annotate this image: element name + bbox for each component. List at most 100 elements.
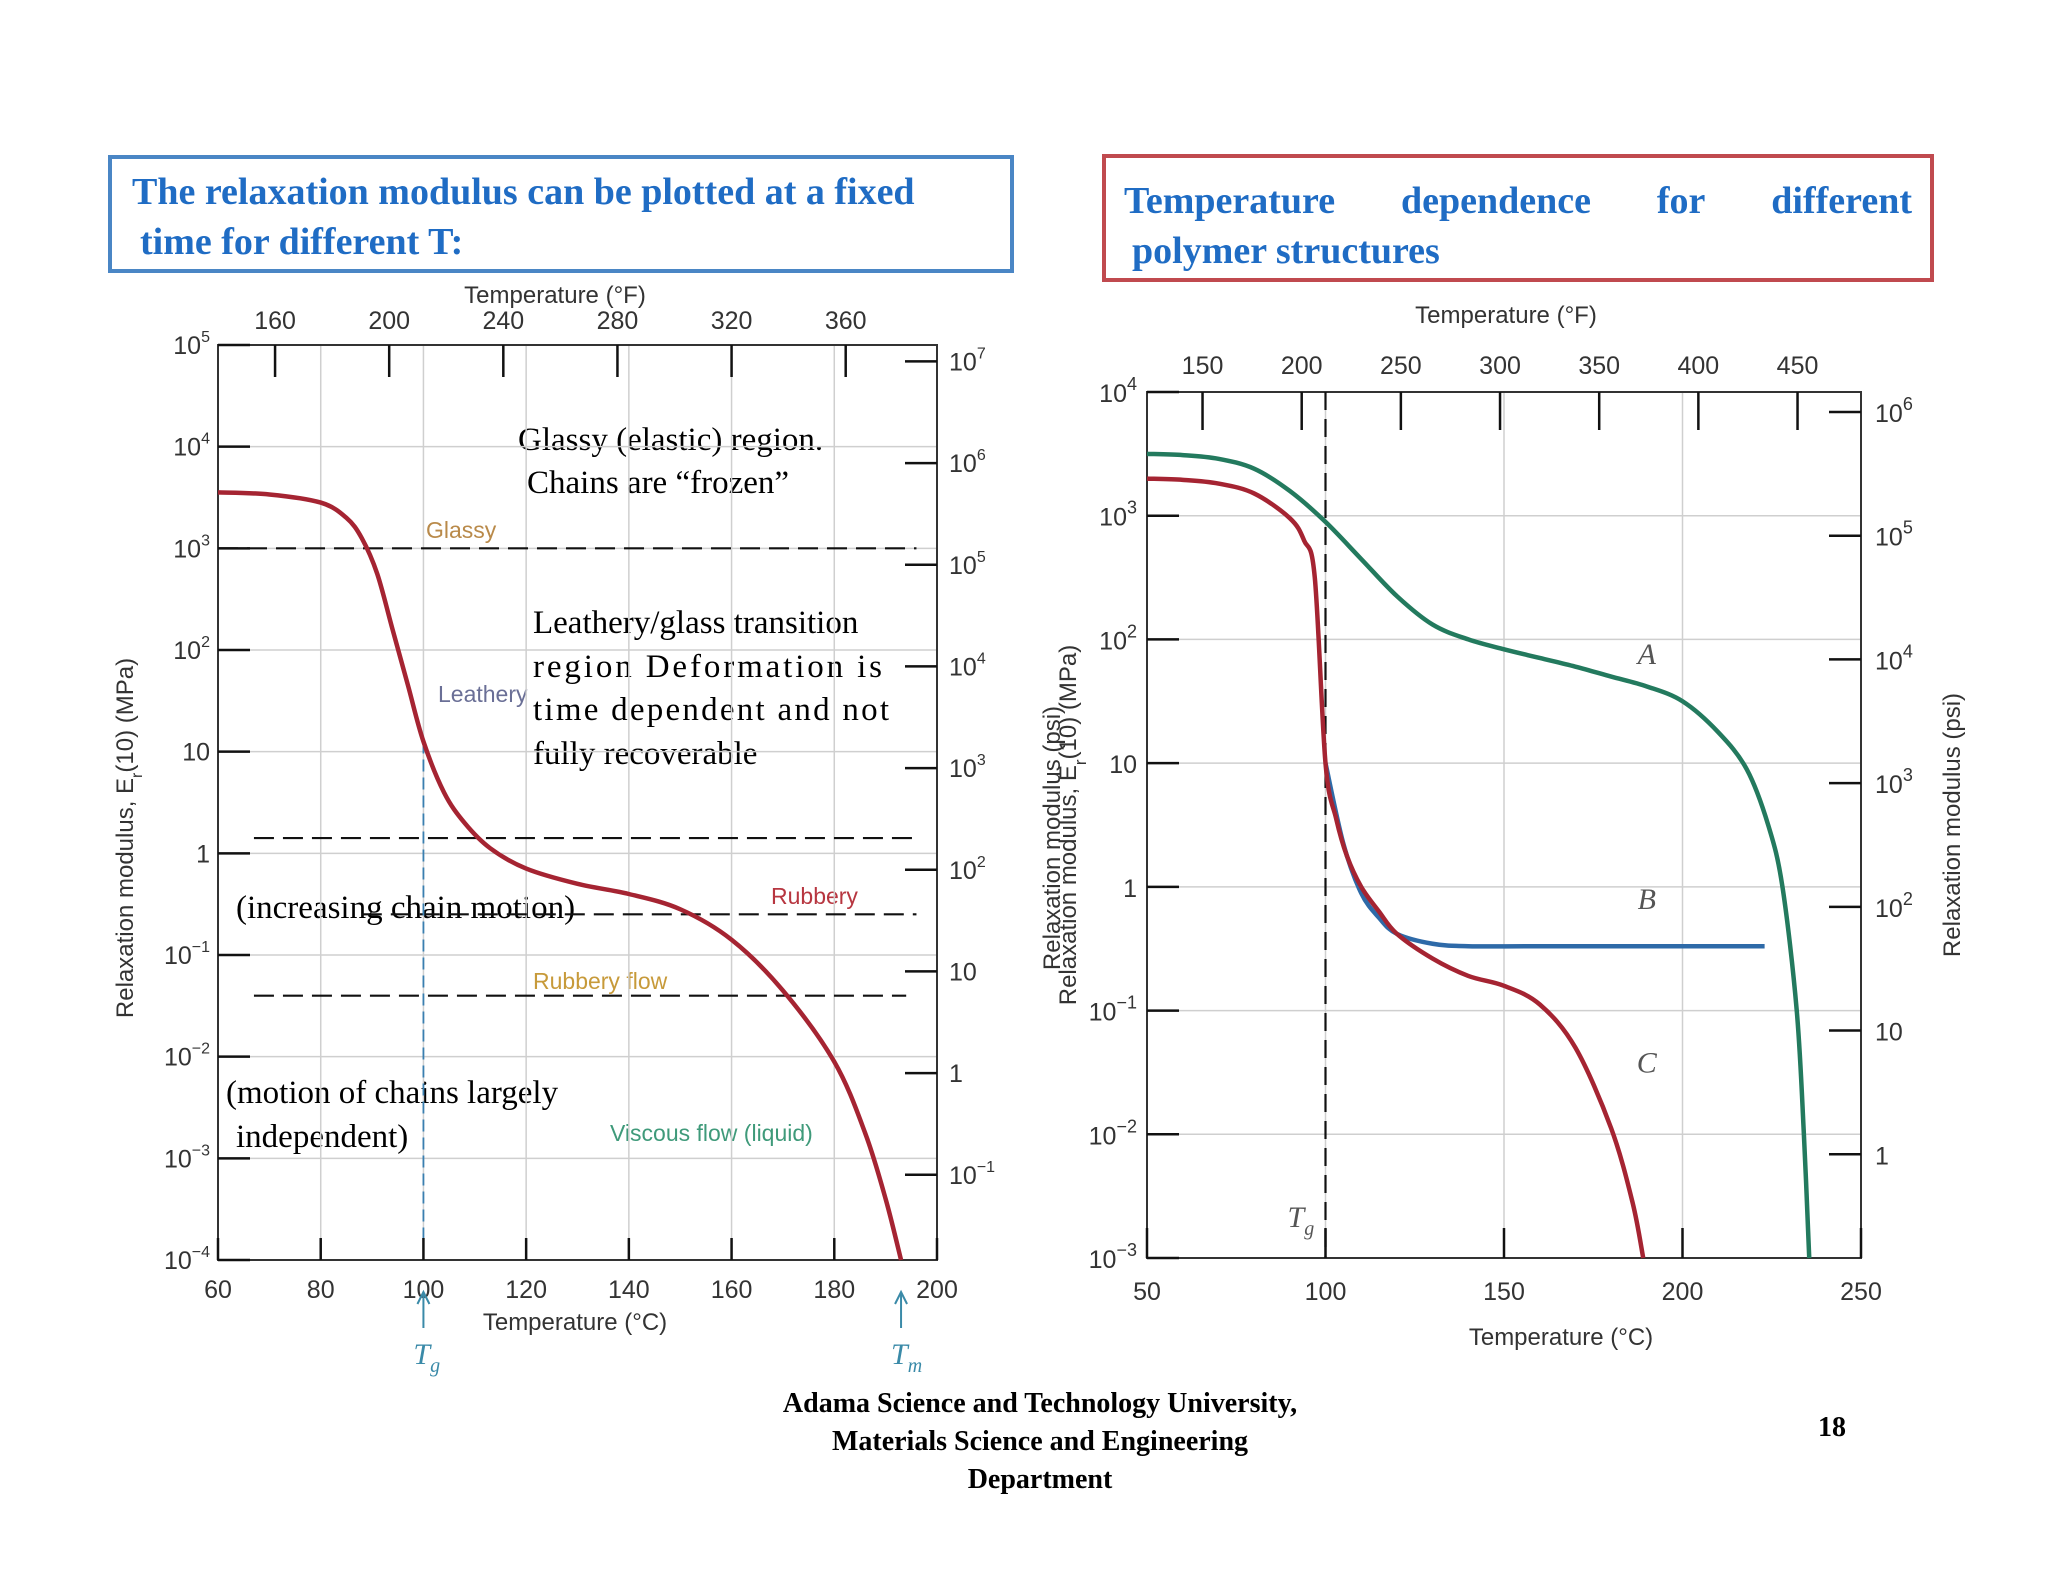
footer-line3: Department: [967, 1464, 1113, 1495]
region-viscous-flow: Viscous flow (liquid): [610, 1120, 813, 1146]
right-y-tick-label-sup: 3: [1127, 498, 1137, 518]
left-y-tick-label-base: 10: [173, 332, 201, 360]
left-y-tick-label-sup: −2: [192, 1041, 210, 1058]
right-y-tick-label: 10−2: [1089, 1116, 1137, 1150]
right-y-tick-label-base: 10: [1099, 627, 1127, 655]
right-t-marker-g: Tg: [1288, 1201, 1315, 1240]
left-y-tick-label: 105: [173, 329, 210, 360]
right-right-tick-label-sup: 5: [1903, 518, 1913, 538]
left-y-tick-label-base: 10: [164, 1044, 192, 1072]
left-y-tick-label-sup: 2: [201, 634, 210, 651]
page-number: 18: [1818, 1412, 1846, 1443]
right-right-tick-label-base: 10: [1875, 895, 1903, 923]
left-right-tick-label-sup: 4: [977, 650, 986, 667]
annotation-leathery-1: Leathery/glass transition: [533, 605, 858, 641]
left-x-tick-label: 120: [505, 1276, 547, 1304]
left-t-arrowhead: [894, 1289, 908, 1305]
right-y-tick-label: 103: [1099, 498, 1137, 532]
right-top-tick-label: 400: [1678, 352, 1720, 380]
right-chart: Temperature (°F) Temperature (°C) Relaxa…: [1055, 302, 1966, 1351]
left-y-tick-label: 10: [182, 739, 210, 767]
region-leathery: Leathery: [438, 681, 528, 707]
left-y-tick-label: 104: [173, 431, 210, 462]
t-marker-sub: m: [908, 1355, 922, 1377]
left-right-tick-label: 10−1: [949, 1159, 995, 1190]
region-rubbery: Rubbery: [771, 883, 858, 909]
left-y-tick-label-base: 10: [164, 1247, 192, 1275]
right-right-tick-label: 103: [1875, 765, 1913, 799]
right-title-word: different: [1771, 180, 1912, 222]
left-top-tick-label: 280: [597, 307, 639, 335]
left-top-tick-label: 240: [482, 307, 524, 335]
left-right-tick-label-base: 10: [949, 348, 977, 376]
left-y-tick-label: 10−3: [164, 1142, 210, 1173]
right-curve-A: [1146, 451, 1812, 1259]
left-x-tick-label: 160: [711, 1276, 753, 1304]
right-right-tick-label: 105: [1875, 518, 1913, 552]
right-x-tick-label: 100: [1305, 1278, 1347, 1306]
right-y-tick-label-base: 10: [1089, 1246, 1117, 1274]
right-y-tick-label-base: 10: [1099, 380, 1127, 408]
left-y-tick-label: 10−4: [164, 1244, 210, 1275]
right-y-tick-label: 10: [1109, 751, 1137, 779]
right-right-tick-label: 1: [1875, 1142, 1889, 1170]
right-right-tick-label: 104: [1875, 641, 1913, 675]
right-right-tick-label-base: 10: [1875, 400, 1903, 428]
right-y-tick-label-base: 10: [1099, 504, 1127, 532]
left-y-tick-label-sup: 4: [201, 431, 210, 448]
left-top-tick-label: 360: [825, 307, 867, 335]
right-y-label-main: Relaxation modulus, E: [1055, 765, 1082, 1005]
right-y-tick-label-sup: 4: [1127, 374, 1137, 394]
right-curve-C: [1146, 476, 1646, 1259]
left-right-tick-label-base: 10: [949, 552, 977, 580]
right-right-tick-label: 106: [1875, 394, 1913, 428]
annotation-glassy-1: Glassy (elastic) region.: [518, 422, 823, 458]
right-right-tick-label-base: 10: [1875, 524, 1903, 552]
right-y-label-sub: r: [1071, 759, 1090, 765]
left-top-tick-label: 160: [254, 307, 296, 335]
curve-label-B: B: [1638, 883, 1656, 916]
t-marker-base: T: [891, 1338, 910, 1371]
right-y-tick-label-sup: −2: [1116, 1116, 1137, 1136]
left-x-tick-label: 140: [608, 1276, 650, 1304]
right-y-axis-label: Relaxation modulus, Er(10) (MPa): [1055, 645, 1090, 1006]
right-top-tick-label: 250: [1380, 352, 1422, 380]
right-x-tick-label: 50: [1133, 1278, 1161, 1306]
right-top-tick-label: 350: [1578, 352, 1620, 380]
left-right-tick-label: 105: [949, 549, 986, 580]
left-right-tick-label-base: 10: [949, 958, 977, 986]
left-right-tick-label-sup: −1: [977, 1159, 995, 1176]
t-marker-g: Tg: [413, 1338, 440, 1377]
left-right-tick-label-base: 1: [949, 1060, 963, 1088]
left-right-tick-label-base: 10: [949, 857, 977, 885]
annotation-leathery-4: fully recoverable: [533, 736, 757, 772]
right-right-tick-label: 10: [1875, 1019, 1903, 1047]
right-top-tick-label: 200: [1281, 352, 1323, 380]
left-top-tick-label: 320: [711, 307, 753, 335]
right-curve-B: [1323, 762, 1765, 949]
left-right-tick-label-sup: 7: [977, 345, 986, 362]
left-y-tick-label-base: 10: [173, 434, 201, 462]
right-right-tick-label-base: 10: [1875, 771, 1903, 799]
right-x-tick-label: 200: [1662, 1278, 1704, 1306]
left-right-tick-label: 10: [949, 958, 977, 986]
right-right-tick-label-sup: 6: [1903, 394, 1913, 414]
footer-line2: Materials Science and Engineering: [831, 1426, 1249, 1457]
right-x-tick-label: 250: [1840, 1278, 1882, 1306]
right-y-tick-label-sup: −1: [1116, 993, 1137, 1013]
left-y-label-sub: r: [129, 772, 146, 778]
left-top-tick-label: 200: [368, 307, 410, 335]
left-y-tick-label-sup: −4: [192, 1244, 210, 1261]
left-title-line1: The relaxation modulus can be plotted at…: [132, 171, 915, 213]
right-title-box: Temperature dependence for different pol…: [1102, 154, 1934, 282]
right-right-tick-label-sup: 4: [1903, 641, 1913, 661]
right-y-tick-label-base: 10: [1089, 1122, 1117, 1150]
right-y-tick-label-base: 10: [1089, 999, 1117, 1027]
right-y-tick-label: 10−3: [1089, 1240, 1137, 1274]
left-y-tick-label: 102: [173, 634, 210, 665]
annotation-flow-2: independent): [236, 1119, 408, 1155]
t-marker-sub: g: [430, 1355, 440, 1377]
left-t-arrowhead: [416, 1289, 431, 1305]
t-marker-m: Tm: [891, 1338, 922, 1377]
